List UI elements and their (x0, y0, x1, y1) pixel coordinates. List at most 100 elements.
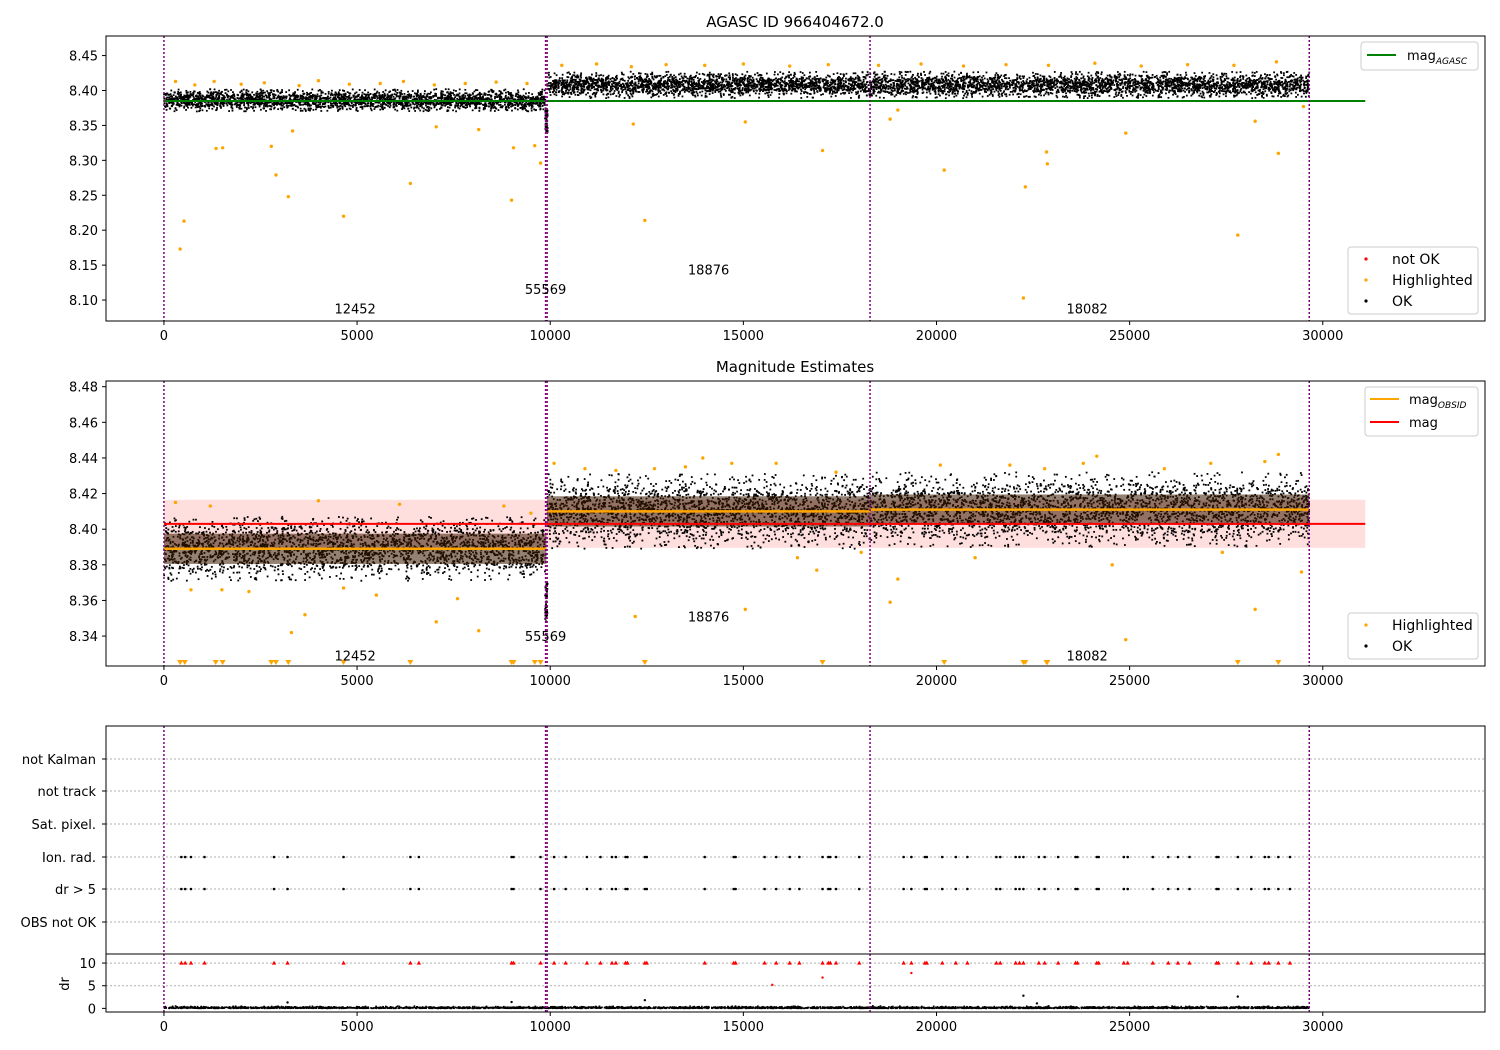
ok-point (337, 105, 340, 108)
ok-point (354, 104, 357, 107)
ok-point (207, 101, 210, 104)
ok-point (285, 97, 288, 99)
ok-point (1168, 84, 1171, 87)
ok-point (305, 101, 308, 103)
ok-point (1070, 76, 1073, 79)
ok-point (171, 97, 174, 100)
ok-point (966, 72, 968, 75)
ok-point (407, 107, 410, 110)
ok-point (196, 97, 199, 100)
ok-point (416, 106, 419, 109)
ok-point (527, 97, 530, 99)
ok-point (302, 103, 304, 106)
ok-point (279, 107, 282, 110)
ok-point (215, 103, 217, 106)
ok-point (415, 106, 418, 109)
ok-point (295, 96, 298, 99)
ok-point (320, 90, 323, 93)
ok-point (395, 105, 398, 107)
ok-point (799, 78, 801, 80)
ok-point (761, 81, 764, 84)
ok-point (280, 95, 283, 98)
ok-point (914, 76, 916, 79)
ok-point (1179, 82, 1182, 85)
ok-point (1100, 73, 1103, 76)
ok-point (292, 92, 295, 95)
ok-point (273, 107, 275, 110)
ok-point (299, 94, 302, 97)
ok-point (1076, 73, 1079, 76)
ok-point (245, 94, 248, 97)
ok-point (854, 77, 857, 80)
ok-point (187, 106, 189, 109)
ok-point (717, 90, 720, 93)
ok-point (1282, 93, 1285, 96)
ok-point (395, 95, 398, 98)
ok-point (1203, 75, 1205, 78)
ok-point (420, 97, 423, 99)
ok-point (248, 94, 251, 97)
ok-point (1225, 92, 1227, 95)
ok-point (1286, 76, 1289, 79)
ok-point (277, 102, 280, 105)
ok-point (355, 98, 357, 101)
ok-point (651, 75, 654, 78)
ok-point (428, 109, 431, 112)
ok-point (539, 103, 541, 106)
ok-point (476, 89, 479, 92)
ok-point (739, 77, 742, 80)
ok-point (464, 95, 467, 97)
ok-point (276, 89, 279, 91)
ok-point (272, 103, 275, 106)
ok-point (1042, 79, 1045, 82)
ok-point (474, 95, 477, 98)
ok-point (1152, 89, 1155, 91)
ok-point (364, 89, 366, 92)
ok-point (533, 108, 536, 111)
ok-point (906, 86, 908, 89)
ok-point (172, 94, 175, 97)
ok-point (211, 96, 214, 99)
ok-point (236, 101, 239, 104)
ok-point (199, 95, 202, 97)
ok-point (1034, 84, 1037, 87)
ok-point (398, 91, 401, 94)
ok-point (1067, 83, 1070, 86)
ok-point (1004, 77, 1006, 80)
ok-point (341, 103, 343, 105)
ok-point (396, 109, 399, 112)
ok-point (163, 97, 166, 100)
ok-point (288, 102, 290, 105)
ok-point (883, 90, 886, 93)
ok-point (455, 102, 458, 105)
ok-point (803, 80, 806, 83)
ok-point (1273, 71, 1276, 74)
ok-point (429, 103, 432, 106)
ok-point (333, 96, 335, 99)
ok-point (349, 104, 352, 107)
ok-point (230, 103, 233, 106)
ok-point (695, 82, 698, 85)
ok-point (364, 98, 367, 101)
ok-point (787, 74, 790, 77)
ok-point (499, 97, 502, 100)
ok-point (692, 94, 694, 97)
ok-point (944, 97, 947, 100)
ok-point (334, 96, 337, 99)
ok-point (403, 95, 405, 98)
ok-point (1159, 76, 1162, 79)
ok-point (198, 98, 200, 101)
ok-point (494, 97, 496, 100)
ok-point (745, 91, 748, 94)
ok-point (756, 72, 759, 74)
ok-point (540, 95, 543, 98)
ok-point (1282, 94, 1284, 97)
ok-point (681, 77, 684, 79)
ok-point (818, 84, 821, 87)
ok-point (345, 108, 348, 111)
ok-point (208, 96, 211, 99)
ok-point (289, 102, 292, 105)
ok-point (1123, 70, 1126, 73)
ok-point (423, 92, 426, 95)
ok-point (1089, 85, 1092, 88)
